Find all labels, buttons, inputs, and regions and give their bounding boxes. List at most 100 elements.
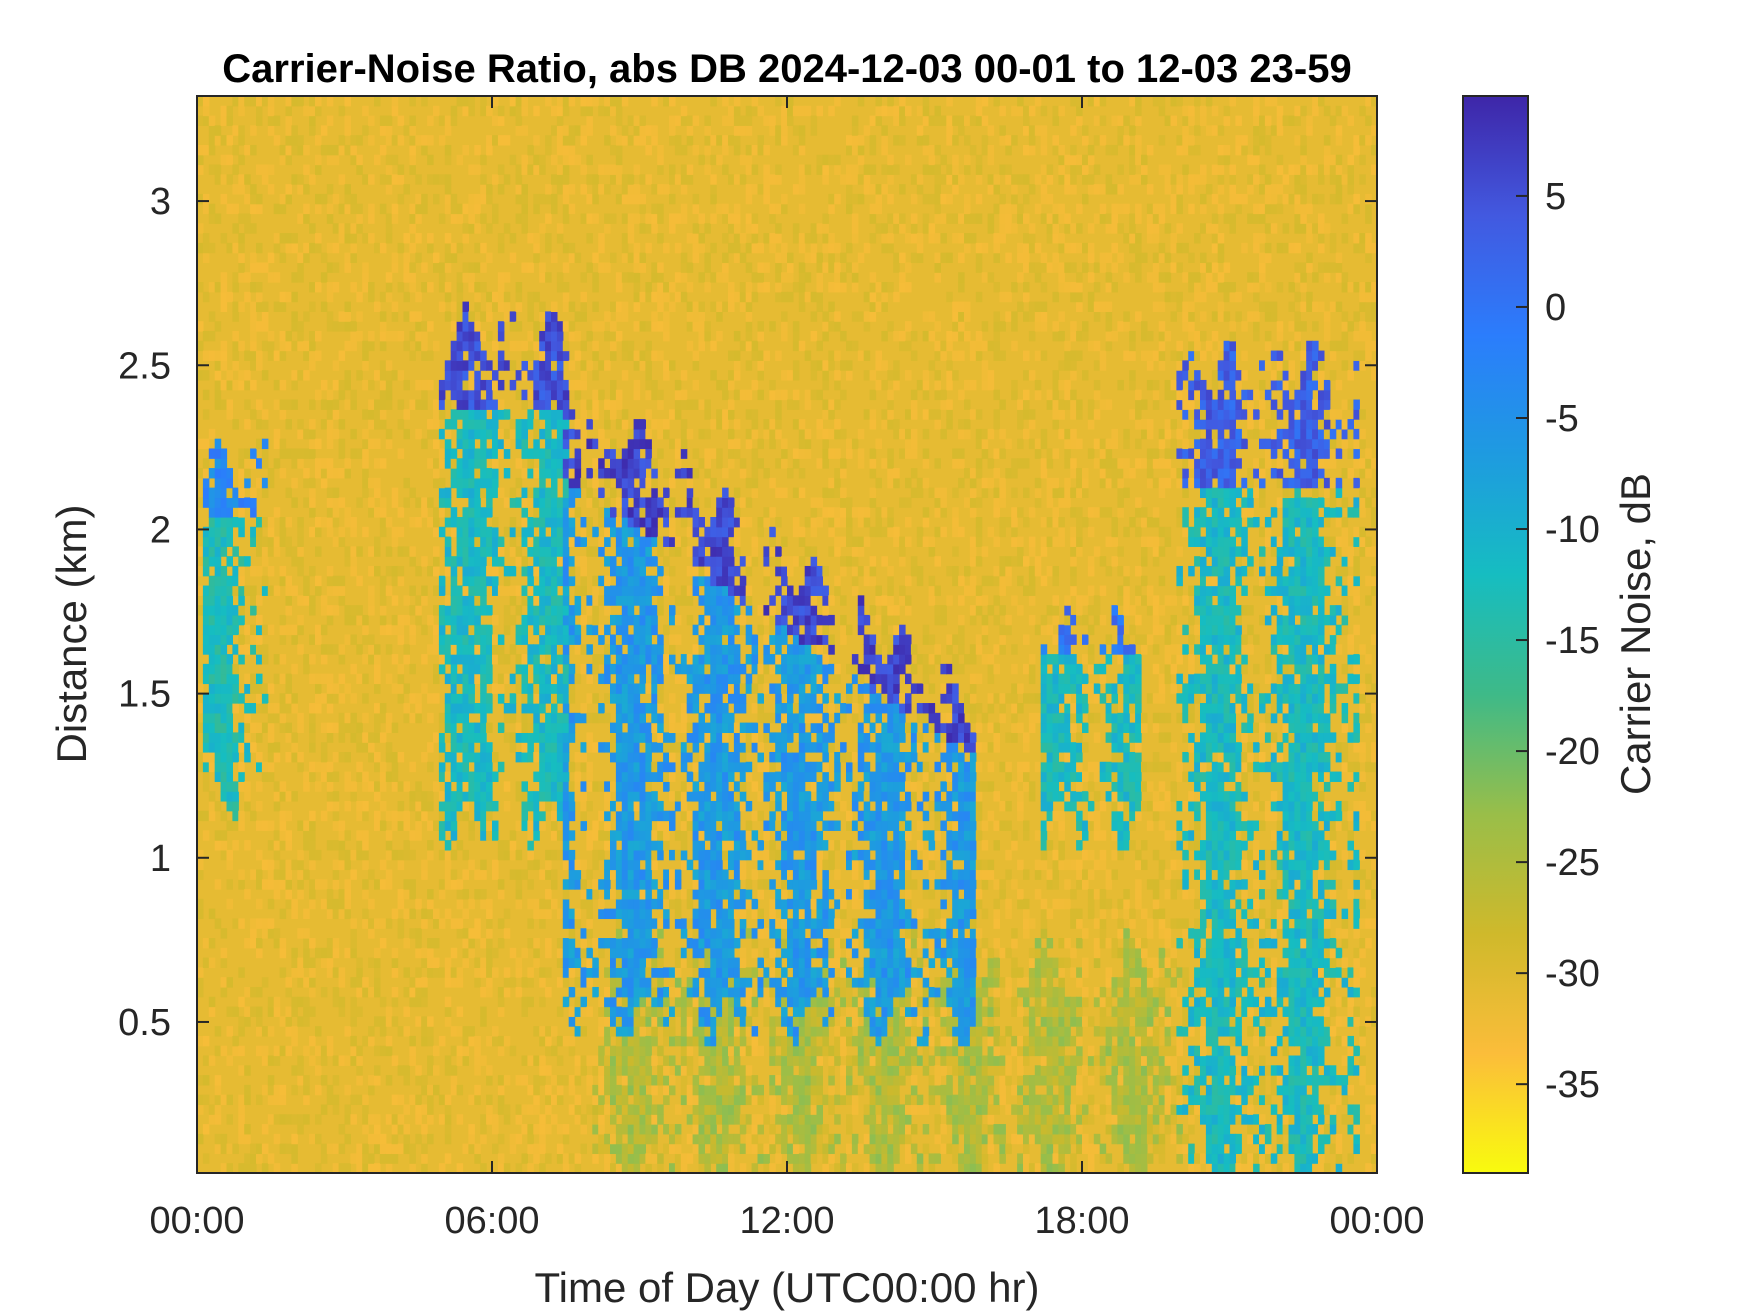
heatmap-cell: [627, 468, 635, 479]
heatmap-cell: [692, 1124, 700, 1135]
heatmap-cell: [297, 1124, 304, 1135]
heatmap-cell: [438, 624, 446, 636]
heatmap-cell: [368, 1114, 375, 1125]
heatmap-cell: [232, 350, 239, 361]
heatmap-cell: [545, 634, 552, 645]
heatmap-cell: [444, 370, 452, 381]
heatmap-cell: [462, 340, 469, 352]
heatmap-cell: [698, 1045, 705, 1057]
heatmap-cell: [639, 673, 646, 685]
heatmap-cell: [698, 1133, 705, 1145]
heatmap-cell: [580, 1006, 587, 1017]
heatmap-cell: [509, 742, 517, 753]
heatmap-cell: [279, 252, 287, 264]
heatmap-cell: [562, 879, 570, 890]
heatmap-cell: [486, 379, 493, 391]
heatmap-cell: [610, 1094, 617, 1106]
heatmap-cell: [533, 771, 540, 782]
heatmap-cell: [562, 174, 570, 185]
heatmap-cell: [385, 644, 393, 655]
heatmap-cell: [669, 879, 676, 890]
heatmap-cell: [309, 840, 316, 851]
heatmap-cell: [568, 918, 576, 929]
heatmap-cell: [450, 947, 458, 959]
heatmap-cell: [456, 282, 464, 293]
heatmap-cell: [639, 624, 646, 636]
heatmap-cell: [610, 321, 617, 332]
heatmap-cell: [468, 859, 475, 871]
heatmap-cell: [244, 781, 251, 792]
heatmap-cell: [621, 840, 629, 851]
heatmap-cell: [663, 585, 670, 596]
heatmap-cell: [692, 115, 700, 126]
heatmap-cell: [669, 1035, 676, 1047]
heatmap-cell: [250, 1163, 257, 1173]
heatmap-cell: [669, 761, 676, 773]
heatmap-cell: [450, 517, 458, 528]
heatmap-cell: [551, 712, 558, 724]
heatmap-cell: [527, 644, 534, 655]
heatmap-cell: [663, 781, 670, 792]
heatmap-cell: [604, 96, 611, 107]
heatmap-cell: [468, 438, 475, 450]
heatmap-cell: [433, 428, 440, 440]
heatmap-cell: [480, 595, 487, 606]
heatmap-cell: [527, 164, 534, 175]
heatmap-cell: [663, 96, 670, 107]
heatmap-cell: [297, 624, 304, 636]
heatmap-cell: [208, 1114, 216, 1125]
heatmap-cell: [261, 340, 269, 352]
heatmap-cell: [238, 1163, 245, 1173]
heatmap-cell: [639, 546, 646, 557]
heatmap-cell: [450, 771, 458, 782]
heatmap-cell: [279, 859, 287, 871]
heatmap-cell: [698, 556, 705, 567]
heatmap-cell: [669, 125, 676, 136]
heatmap-cell: [497, 996, 505, 1008]
heatmap-cell: [592, 370, 599, 381]
heatmap-cell: [698, 918, 705, 929]
heatmap-cell: [261, 859, 269, 871]
heatmap-cell: [250, 360, 257, 371]
heatmap-cell: [468, 791, 475, 802]
heatmap-cell: [403, 311, 410, 322]
heatmap-cell: [492, 751, 499, 763]
heatmap-cell: [639, 1104, 646, 1115]
heatmap-cell: [202, 634, 210, 645]
heatmap-cell: [397, 242, 405, 254]
heatmap-cell: [379, 771, 387, 782]
heatmap-cell: [315, 330, 322, 342]
heatmap-cell: [456, 693, 464, 704]
heatmap-cell: [456, 526, 464, 538]
heatmap-cell: [433, 565, 440, 577]
heatmap-cell: [580, 1143, 587, 1155]
heatmap-cell: [250, 301, 257, 312]
heatmap-cell: [285, 575, 292, 587]
heatmap-cell: [562, 663, 570, 675]
heatmap-cell: [244, 291, 251, 303]
heatmap-cell: [468, 575, 475, 587]
heatmap-cell: [533, 722, 540, 734]
heatmap-cell: [551, 193, 558, 205]
heatmap-cell: [403, 1006, 410, 1017]
heatmap-cell: [356, 830, 363, 841]
heatmap-cell: [621, 820, 629, 831]
heatmap-cell: [674, 1035, 682, 1047]
heatmap-cell: [267, 1153, 275, 1164]
heatmap-cell: [515, 624, 523, 636]
heatmap-cell: [704, 144, 711, 156]
heatmap-cell: [680, 517, 688, 528]
heatmap-cell: [651, 918, 658, 929]
heatmap-cell: [698, 830, 705, 841]
heatmap-cell: [692, 507, 700, 518]
heatmap-cell: [633, 507, 641, 518]
heatmap-cell: [621, 233, 629, 244]
heatmap-cell: [480, 889, 487, 900]
heatmap-cell: [633, 614, 641, 626]
heatmap-cell: [350, 223, 357, 234]
heatmap-cell: [598, 830, 605, 841]
heatmap-cell: [427, 1133, 434, 1145]
heatmap-cell: [621, 419, 629, 430]
heatmap-cell: [515, 634, 523, 645]
heatmap-cell: [403, 644, 410, 655]
